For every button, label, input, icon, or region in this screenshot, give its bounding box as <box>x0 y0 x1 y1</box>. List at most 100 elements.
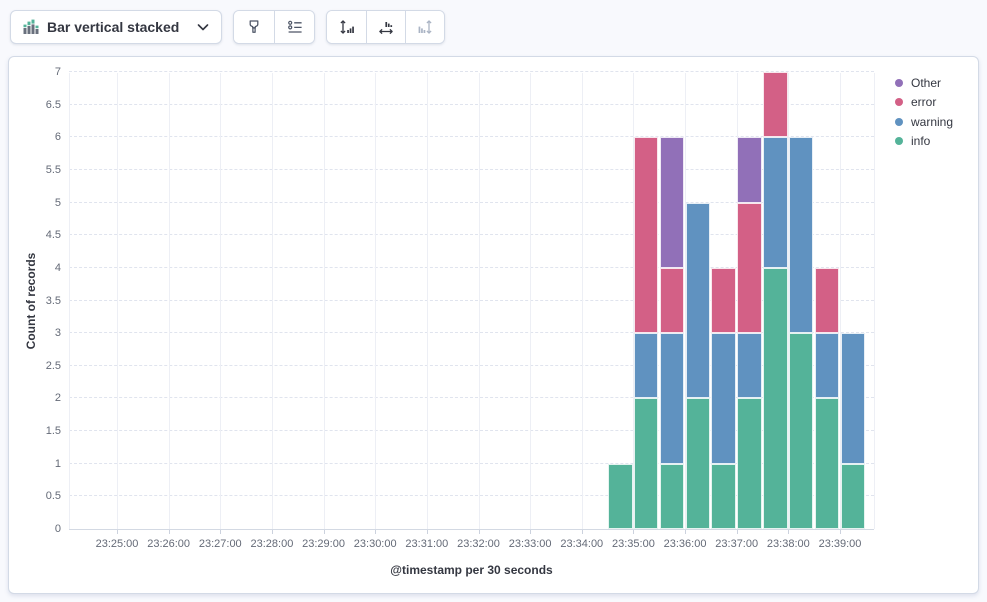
y-axis-labels: 0 0.5 1 1.5 2 2.5 3 3.5 4 4.5 5 5.5 6 6.5 7 <box>9 66 61 535</box>
h-gridline <box>69 103 874 105</box>
v-gridline <box>788 73 790 529</box>
x-tick-mark <box>840 530 841 534</box>
legend-item-warning[interactable]: warning <box>895 112 977 132</box>
bars-vertical-arrows-icon <box>418 20 432 34</box>
legend-item-error[interactable]: error <box>895 93 977 113</box>
bar-segment-info[interactable] <box>634 398 659 529</box>
bar-segment-warning[interactable] <box>659 333 685 464</box>
h-gridline <box>69 495 874 497</box>
y-tick-label: 4.5 <box>45 229 61 242</box>
v-gridline <box>271 73 273 529</box>
visual-options-button[interactable] <box>234 11 274 43</box>
x-tick-mark <box>375 530 377 534</box>
x-tick-mark <box>685 530 687 534</box>
legend-item-Other[interactable]: Other <box>895 73 977 93</box>
y-tick-label: 5.5 <box>45 163 61 176</box>
v-gridline <box>375 73 377 529</box>
v-gridline <box>117 73 118 529</box>
bar-segment-error[interactable] <box>659 267 685 334</box>
chart: Count of records 0 0.5 1 1.5 2 2.5 3 3.5 4 4.5 5 5.… <box>9 57 978 593</box>
v-gridline <box>581 73 583 529</box>
legend-dot <box>895 78 903 87</box>
bar-segment-warning[interactable] <box>788 137 814 334</box>
y-tick-label: 4 <box>54 261 61 274</box>
bar-segment-Other[interactable] <box>659 137 685 268</box>
x-tick-label: 23:31:00 <box>405 538 449 550</box>
legend-dot <box>895 98 903 107</box>
legend-dot <box>895 137 903 146</box>
bar-segment-warning[interactable] <box>685 202 711 399</box>
h-gridline <box>69 364 874 366</box>
chart-legend: Other error warning info <box>895 73 977 151</box>
style-button-group <box>233 10 315 44</box>
v-gridline <box>874 73 875 529</box>
chart-toolbar: Bar vertical stacked <box>10 10 445 44</box>
bar-segment-error[interactable] <box>634 137 659 334</box>
x-axis-title: @timestamp per 30 seconds <box>390 563 553 577</box>
v-gridline <box>220 73 222 529</box>
chart-type-dropdown[interactable]: Bar vertical stacked <box>10 10 222 44</box>
x-tick-label: 23:26:00 <box>147 538 191 550</box>
h-gridline <box>69 201 874 203</box>
bar-segment-Other[interactable] <box>737 137 762 203</box>
y-tick-label: 7 <box>54 66 61 78</box>
chart-type-label: Bar vertical stacked <box>47 19 180 35</box>
bar-segment-error[interactable] <box>711 267 736 334</box>
x-tick-label: 23:39:00 <box>818 538 862 550</box>
x-axis-labels: 23:25:00 23:26:00 23:27:00 23:28:00 23:29:00… <box>69 538 874 552</box>
horizontal-arrows-bars-icon <box>379 22 393 35</box>
bar-segment-error[interactable] <box>737 202 762 334</box>
h-gridline <box>69 136 874 138</box>
bar-segment-info[interactable] <box>711 463 736 529</box>
v-gridline <box>685 73 687 529</box>
x-tick-mark <box>117 530 118 534</box>
x-tick-label: 23:28:00 <box>250 538 294 550</box>
v-gridline <box>736 73 738 529</box>
brush-icon <box>249 20 259 33</box>
h-gridline <box>69 397 874 399</box>
bar-segment-error[interactable] <box>814 267 840 334</box>
legend-item-info[interactable]: info <box>895 132 977 152</box>
bar-segment-info[interactable] <box>763 267 788 529</box>
legend-settings-button[interactable] <box>274 11 314 43</box>
y-tick-label: 3 <box>54 327 61 340</box>
h-gridline <box>69 71 874 72</box>
bar-segment-error[interactable] <box>763 72 788 138</box>
bar-segment-info[interactable] <box>788 333 814 529</box>
legend-label: error <box>911 95 937 110</box>
bar-segment-info[interactable] <box>737 398 762 529</box>
bar-segment-warning[interactable] <box>737 333 762 399</box>
bar-segment-info[interactable] <box>685 398 711 529</box>
v-gridline <box>323 73 325 529</box>
left-axis-button[interactable] <box>327 11 366 43</box>
bar-segment-info[interactable] <box>608 463 633 529</box>
bar-segment-warning[interactable] <box>814 333 840 399</box>
x-tick-label: 23:36:00 <box>663 538 707 550</box>
y-tick-label: 2.5 <box>45 359 61 372</box>
right-axis-button[interactable] <box>405 11 444 43</box>
bar-segment-info[interactable] <box>840 463 865 529</box>
x-tick-mark <box>581 530 583 534</box>
x-tick-mark <box>788 530 790 534</box>
bar-segment-warning[interactable] <box>763 137 788 268</box>
x-tick-label: 23:33:00 <box>508 538 552 550</box>
y-tick-label: 6.5 <box>45 98 61 111</box>
x-tick-label: 23:35:00 <box>612 538 655 550</box>
legend-label: warning <box>911 114 954 129</box>
bar-segment-warning[interactable] <box>711 333 736 464</box>
bar-segment-warning[interactable] <box>634 333 659 399</box>
x-tick-mark <box>426 530 428 534</box>
chevron-down-icon <box>197 23 209 30</box>
h-gridline <box>69 168 874 170</box>
bar-segment-info[interactable] <box>659 463 685 529</box>
bar-segment-warning[interactable] <box>840 333 865 464</box>
x-tick-label: 23:34:00 <box>560 538 604 550</box>
bottom-axis-button[interactable] <box>366 11 405 43</box>
h-gridline <box>69 299 874 301</box>
v-gridline <box>530 73 532 529</box>
list-icon <box>287 20 302 33</box>
h-gridline <box>69 462 874 464</box>
y-tick-label: 1 <box>54 457 61 470</box>
bar-segment-info[interactable] <box>814 398 840 529</box>
h-gridline <box>69 430 874 432</box>
